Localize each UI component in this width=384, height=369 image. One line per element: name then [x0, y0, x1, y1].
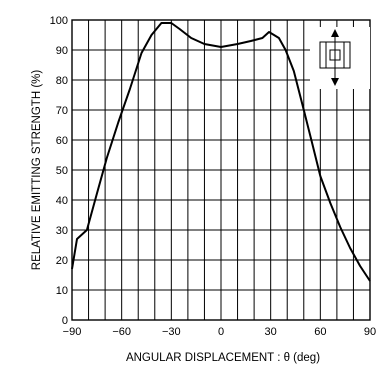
x-axis-label: ANGULAR DISPLACEMENT : θ (deg): [126, 352, 320, 364]
series-group: [71, 22, 371, 282]
plot-border: [71, 19, 371, 321]
x-tick-label: 90: [364, 326, 376, 338]
y-tick-label: 80: [56, 75, 68, 87]
y-tick-label: 10: [56, 285, 68, 297]
y-tick-label: 100: [50, 15, 68, 27]
x-tick-label: −90: [63, 326, 82, 338]
y-tick-label: 90: [56, 45, 68, 57]
led-orientation-icon: [310, 27, 370, 89]
grid: [72, 20, 370, 320]
plot-frame: [71, 19, 371, 321]
y-axis-label: RELATIVE EMITTING STRENGTH (%): [31, 70, 43, 271]
y-tick-label: 50: [56, 165, 68, 177]
y-tick-label: 70: [56, 105, 68, 117]
series-line: [71, 22, 371, 282]
x-tick-label: −60: [112, 326, 131, 338]
y-tick-label: 0: [62, 315, 68, 327]
y-tick-label: 20: [56, 255, 68, 267]
x-tick-label: 60: [314, 326, 326, 338]
y-tick-label: 30: [56, 225, 68, 237]
x-tick-label: 0: [218, 326, 224, 338]
inset-arrow-down: [331, 78, 339, 86]
y-tick-labels: 0 10 20 30 40 50 60 70 80 90 100: [50, 15, 68, 327]
y-tick-label: 40: [56, 195, 68, 207]
x-tick-label: −30: [162, 326, 181, 338]
x-tick-labels: −90 −60 −30 0 30 60 90: [63, 326, 376, 338]
inset-arrow-up: [331, 29, 339, 37]
x-tick-label: 30: [265, 326, 277, 338]
y-tick-label: 60: [56, 135, 68, 147]
